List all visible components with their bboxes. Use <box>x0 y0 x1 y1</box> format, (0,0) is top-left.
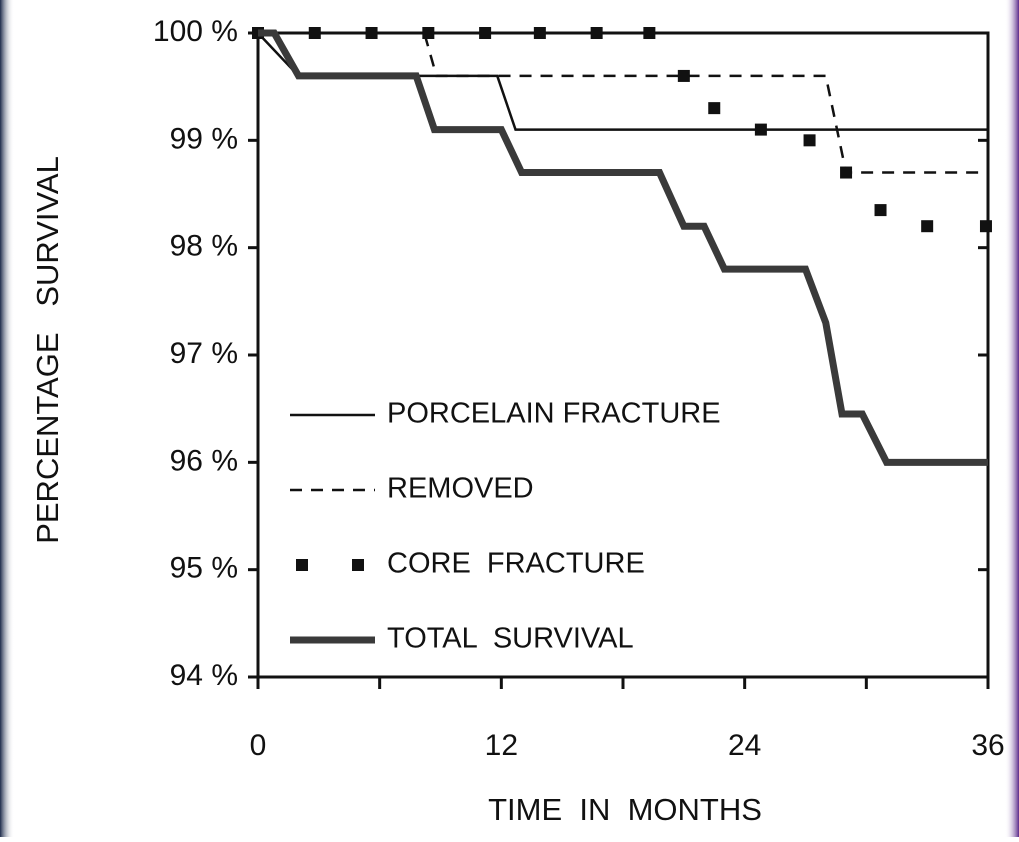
left-edge <box>0 0 14 837</box>
y-tick-label: 98 % <box>170 230 238 263</box>
series-line <box>258 29 988 466</box>
series-line <box>257 32 988 131</box>
series-dot <box>533 27 546 39</box>
series-dot <box>643 27 656 39</box>
series-dot <box>840 166 853 179</box>
y-tick-label: 100 % <box>153 15 238 48</box>
x-tick-label: 12 <box>485 729 518 762</box>
series-dot <box>708 102 721 115</box>
legend-swatch <box>296 559 308 571</box>
y-tick-label: 97 % <box>170 337 238 370</box>
series-dot <box>803 134 816 147</box>
series-dot <box>365 27 378 39</box>
legend-label: REMOVED <box>387 473 534 505</box>
series-dot <box>921 220 934 233</box>
x-axis-title: TIME IN MONTHS <box>488 792 762 827</box>
y-tick-label: 99 % <box>170 122 238 155</box>
series-dot <box>590 27 603 39</box>
y-axis-title: PERCENTAGE SURVIVAL <box>30 156 65 544</box>
series-dot <box>677 69 690 82</box>
x-tick-label: 36 <box>971 729 1004 762</box>
legend-label: PORCELAIN FRACTURE <box>387 398 721 430</box>
legend-swatch <box>352 559 364 571</box>
y-tick-label: 94 % <box>170 659 238 692</box>
legend-label: TOTAL SURVIVAL <box>387 623 634 655</box>
right-edge <box>1005 0 1019 837</box>
series-dot <box>979 220 992 233</box>
legend-label: CORE FRACTURE <box>387 548 645 580</box>
series-dot <box>874 204 887 217</box>
series-line <box>258 31 988 174</box>
x-tick-label: 24 <box>728 729 761 762</box>
series-dot <box>479 27 492 39</box>
y-tick-label: 96 % <box>170 444 238 477</box>
series-dot <box>422 27 435 39</box>
series-dot <box>308 27 321 39</box>
x-tick-label: 0 <box>250 729 267 762</box>
y-tick-label: 95 % <box>170 552 238 585</box>
series-dot <box>754 123 767 136</box>
